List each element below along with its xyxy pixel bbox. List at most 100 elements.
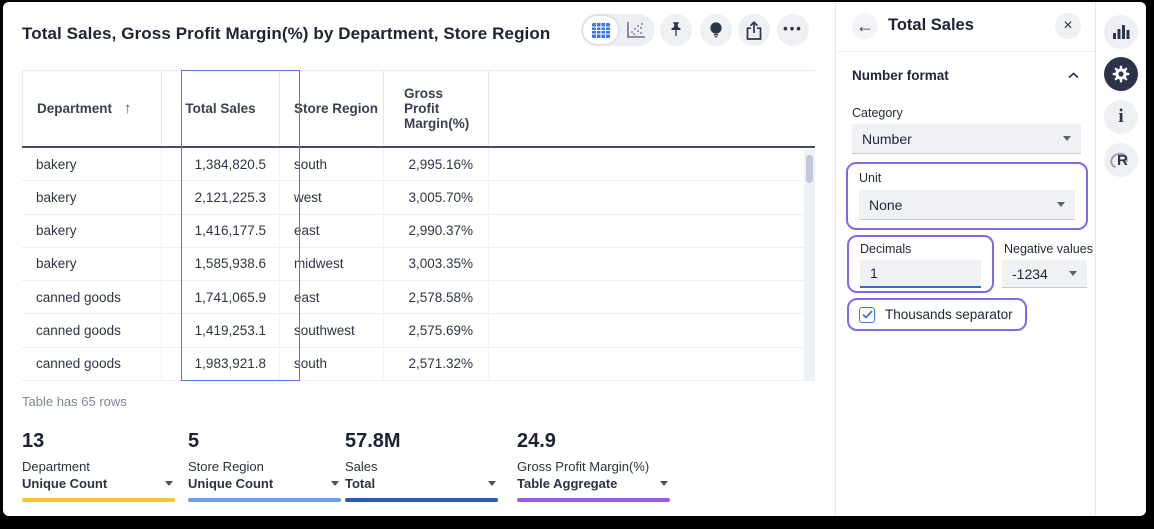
decimals-label: Decimals (860, 242, 981, 256)
table-cell[interactable]: bakery (22, 215, 162, 247)
table-cell[interactable]: 1,983,921.8 (162, 348, 280, 380)
data-table: Department ↑ Total Sales Store Region Gr… (22, 70, 815, 381)
column-header-store-region[interactable]: Store Region (280, 70, 384, 146)
table-cell[interactable]: east (280, 281, 384, 313)
r-logo-icon: R (1110, 152, 1132, 169)
r-analysis-button[interactable]: R (1104, 143, 1138, 177)
card-value: 13 (22, 430, 175, 453)
icon-rail: i R (1095, 2, 1146, 516)
table-cell[interactable]: west (280, 181, 384, 213)
table-cell[interactable]: 1,585,938.6 (162, 248, 280, 280)
table-cell[interactable]: canned goods (22, 348, 162, 380)
card-aggregation-dropdown[interactable] (660, 481, 668, 486)
back-arrow-icon: ← (856, 16, 874, 37)
category-select[interactable]: Number (852, 124, 1081, 154)
close-icon: × (1063, 17, 1072, 35)
unit-select[interactable]: None (859, 190, 1075, 220)
table-cell[interactable]: bakery (22, 181, 162, 213)
lightbulb-icon (706, 19, 726, 41)
pin-button[interactable] (660, 14, 692, 46)
negative-values-select[interactable]: -1234 (1002, 260, 1087, 288)
table-cell[interactable]: canned goods (22, 281, 162, 313)
card-aggregation: Table Aggregate (517, 476, 670, 491)
card-accent-bar (22, 498, 175, 502)
chart-view-button[interactable] (618, 16, 653, 44)
table-cell[interactable]: bakery (22, 148, 162, 180)
card-measure: Department (22, 459, 175, 474)
format-panel: ← Total Sales × Number format Category N… (835, 2, 1095, 516)
share-button[interactable] (738, 14, 770, 46)
card-accent-bar (188, 498, 341, 502)
table-row: canned goods 1,983,921.8 south 2,571.32% (22, 348, 815, 381)
chevron-down-icon (1057, 202, 1065, 207)
chevron-up-icon (1068, 72, 1079, 79)
table-cell[interactable]: south (280, 348, 384, 380)
checkmark-icon (862, 310, 873, 319)
chevron-down-icon (331, 481, 339, 486)
table-cell[interactable]: 1,416,177.5 (162, 215, 280, 247)
table-cell[interactable]: 1,741,065.9 (162, 281, 280, 313)
panel-title: Total Sales (888, 16, 974, 35)
decimals-highlight-annotation: Decimals (847, 235, 994, 293)
table-view-button[interactable] (583, 16, 618, 44)
column-header-total-sales[interactable]: Total Sales (162, 70, 280, 146)
category-label: Category (852, 106, 903, 120)
table-row: bakery 1,585,938.6 midwest 3,003.35% (22, 248, 815, 281)
bar-chart-icon (1112, 24, 1130, 40)
table-cell[interactable]: 2,990.37% (384, 215, 489, 247)
scatter-chart-icon (627, 22, 645, 38)
chevron-down-icon (1063, 136, 1071, 141)
chevron-down-icon (488, 481, 496, 486)
table-cell[interactable]: 3,005.70% (384, 181, 489, 213)
column-header-department[interactable]: Department ↑ (22, 70, 162, 146)
table-cell[interactable]: canned goods (22, 314, 162, 346)
table-cell[interactable]: 2,575.69% (384, 314, 489, 346)
thousands-separator-checkbox[interactable] (859, 307, 875, 323)
back-button[interactable]: ← (852, 13, 878, 39)
table-row: bakery 1,384,820.5 south 2,995.16% (22, 148, 815, 181)
table-cell[interactable]: 2,121,225.3 (162, 181, 280, 213)
negative-values-label: Negative values (1004, 242, 1093, 256)
card-value: 57.8M (345, 430, 498, 453)
table-cell[interactable]: 2,995.16% (384, 148, 489, 180)
visualize-button[interactable] (1104, 15, 1138, 49)
number-format-section-toggle[interactable]: Number format (852, 68, 1079, 83)
info-button[interactable]: i (1104, 100, 1138, 134)
column-header-empty (489, 70, 815, 146)
table-cell[interactable]: 1,384,820.5 (162, 148, 280, 180)
card-value: 24.9 (517, 430, 670, 453)
page-title: Total Sales, Gross Profit Margin(%) by D… (22, 24, 550, 44)
thousands-separator-label: Thousands separator (885, 307, 1013, 322)
table-row: canned goods 1,741,065.9 east 2,578.58% (22, 281, 815, 314)
table-cell[interactable]: 2,578.58% (384, 281, 489, 313)
card-aggregation-dropdown[interactable] (331, 481, 339, 486)
scrollbar-thumb[interactable] (806, 155, 813, 183)
table-cell[interactable]: bakery (22, 248, 162, 280)
table-cell[interactable]: 2,571.32% (384, 348, 489, 380)
card-value: 5 (188, 430, 341, 453)
table-cell[interactable]: southwest (280, 314, 384, 346)
table-cell[interactable]: 3,003.35% (384, 248, 489, 280)
settings-button-active[interactable] (1104, 57, 1138, 91)
decimals-input[interactable] (860, 260, 981, 288)
more-icon: ••• (783, 21, 803, 40)
app-window: Total Sales, Gross Profit Margin(%) by D… (3, 2, 1146, 516)
close-panel-button[interactable]: × (1055, 13, 1081, 39)
table-scrollbar[interactable] (804, 150, 815, 381)
table-row: bakery 1,416,177.5 east 2,990.37% (22, 215, 815, 248)
table-icon (592, 23, 610, 38)
insights-button[interactable] (700, 14, 732, 46)
card-measure: Store Region (188, 459, 341, 474)
summary-card-department: 13 Department Unique Count (22, 430, 175, 502)
card-measure: Gross Profit Margin(%) (517, 459, 670, 474)
table-cell[interactable]: south (280, 148, 384, 180)
table-body: bakery 1,384,820.5 south 2,995.16% baker… (22, 148, 815, 381)
panel-header: ← Total Sales × (836, 2, 1095, 52)
table-cell[interactable]: 1,419,253.1 (162, 314, 280, 346)
card-aggregation-dropdown[interactable] (488, 481, 496, 486)
table-cell[interactable]: midwest (280, 248, 384, 280)
more-options-button[interactable]: ••• (777, 14, 809, 46)
column-header-gross-profit-margin[interactable]: Gross Profit Margin(%) (384, 70, 489, 146)
table-cell[interactable]: east (280, 215, 384, 247)
card-aggregation-dropdown[interactable] (165, 481, 173, 486)
